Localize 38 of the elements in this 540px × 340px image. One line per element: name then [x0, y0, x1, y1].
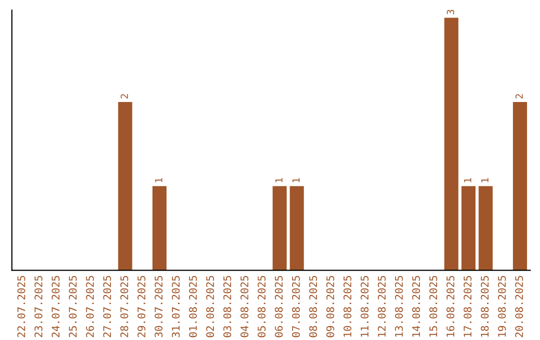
x-tick-label: 05.08.2025 — [258, 276, 266, 338]
x-tick-label: 22.07.2025 — [17, 276, 26, 338]
data-label: 3 — [446, 10, 454, 14]
x-tick-label: 04.08.2025 — [240, 276, 248, 338]
x-tick-label: 11.08.2025 — [360, 276, 369, 337]
x-tick-label: 16.08.2025 — [446, 276, 454, 337]
data-label: 1 — [464, 178, 472, 182]
data-label: 1 — [292, 178, 300, 182]
x-tick-label: 13.08.2025 — [394, 276, 403, 337]
data-label: 2 — [515, 94, 523, 98]
x-tick-label: 15.08.2025 — [429, 276, 438, 337]
x-tick-label: 24.07.2025 — [52, 276, 60, 338]
data-label: 1 — [155, 178, 162, 182]
x-tick-label: 19.08.2025 — [498, 276, 506, 337]
x-tick-label: 26.07.2025 — [86, 276, 94, 338]
x-tick-label: 30.07.2025 — [154, 276, 163, 338]
x-tick-label: 20.08.2025 — [515, 276, 524, 338]
x-tick-label: 29.07.2025 — [138, 276, 146, 338]
x-tick-label: 03.08.2025 — [223, 276, 232, 338]
x-tick-label: 27.07.2025 — [103, 276, 112, 338]
data-label: 2 — [120, 94, 128, 98]
data-label: 1 — [275, 178, 282, 182]
x-tick-label: 01.08.2025 — [189, 276, 197, 338]
x-tick-label: 07.08.2025 — [292, 276, 300, 338]
x-tick-label: 12.08.2025 — [378, 276, 386, 337]
x-tick-label: 31.07.2025 — [172, 276, 180, 338]
x-tick-label: 06.08.2025 — [274, 276, 283, 338]
x-tick-label: 17.08.2025 — [464, 276, 472, 337]
x-tick-label: 23.07.2025 — [34, 276, 42, 338]
x-tick-label: 10.08.2025 — [343, 276, 352, 337]
x-tick-label: 02.08.2025 — [206, 276, 214, 338]
x-tick-label: 25.07.2025 — [68, 276, 77, 338]
x-tick-label: 09.08.2025 — [326, 276, 334, 338]
x-tick-label: 08.08.2025 — [309, 276, 318, 338]
x-tick-label: 28.07.2025 — [120, 276, 128, 338]
x-tick-label: 18.08.2025 — [480, 276, 489, 337]
x-tick-label: 14.08.2025 — [412, 276, 420, 337]
data-label: 1 — [481, 178, 488, 182]
